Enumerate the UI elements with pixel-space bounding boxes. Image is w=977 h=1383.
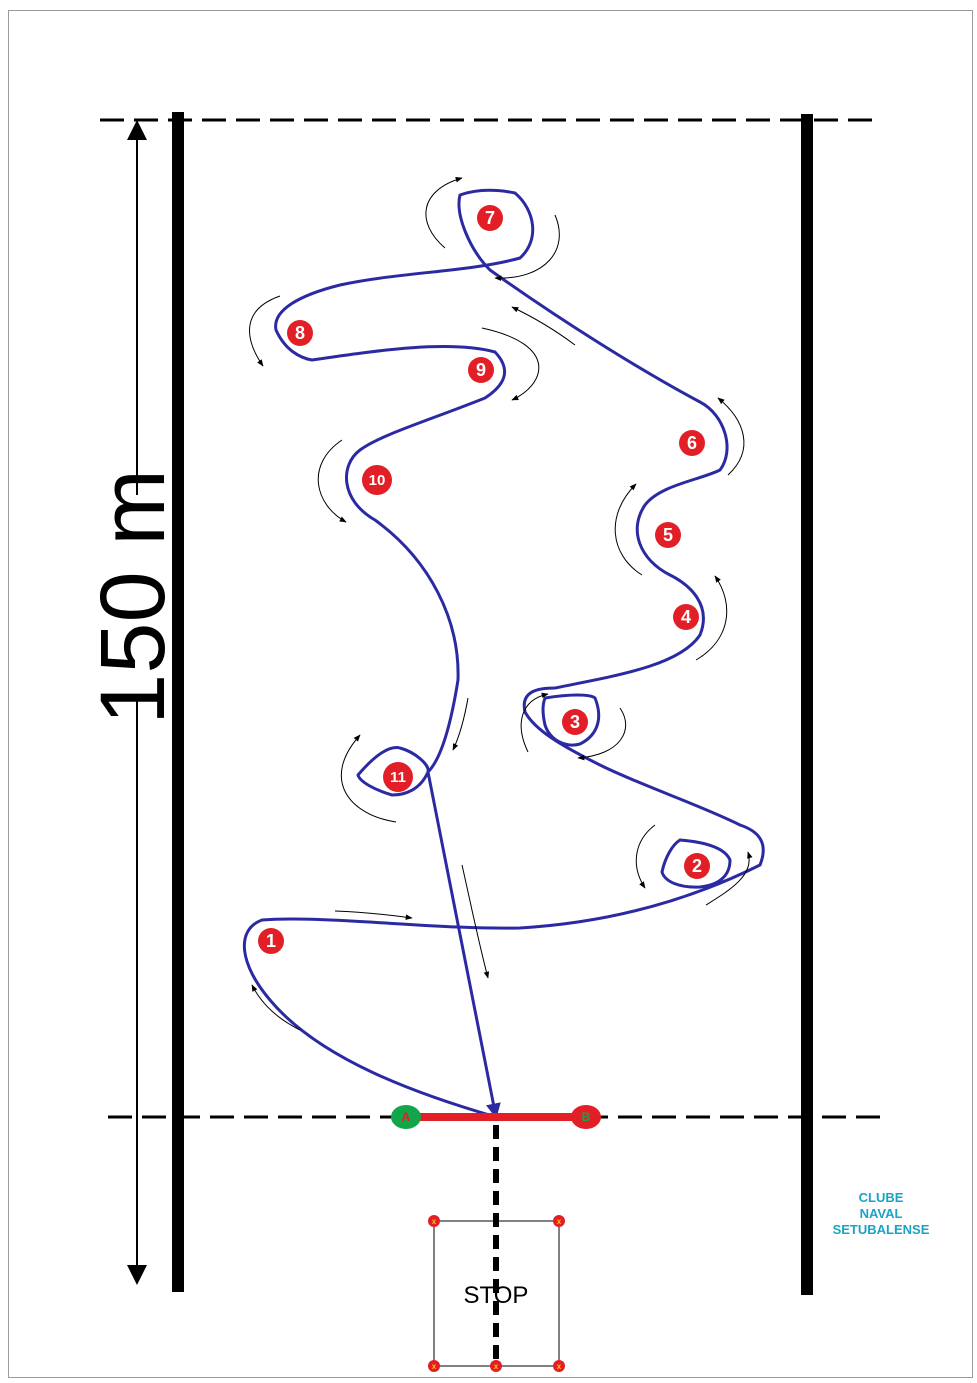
direction-arrow <box>494 214 560 282</box>
buoy-6-label: 6 <box>687 433 697 453</box>
corner-marker <box>553 1360 565 1372</box>
direction-arrow <box>614 483 643 576</box>
corner-marker-x: x <box>494 1362 499 1371</box>
buoy-3: 3 <box>562 709 588 735</box>
buoy-10-marker <box>362 465 392 495</box>
corner-marker-x: x <box>557 1217 562 1226</box>
buoy-4: 4 <box>673 604 699 630</box>
buoy-7-marker <box>477 205 503 231</box>
buoy-3-label: 3 <box>570 712 580 732</box>
buoy-11-marker <box>383 762 413 792</box>
direction-arrow <box>511 306 576 346</box>
buoy-2-loop <box>660 838 732 889</box>
buoy-2-label: 2 <box>692 856 702 876</box>
direction-arrow <box>334 910 413 920</box>
buoy-8-label: 8 <box>295 323 305 343</box>
direction-arrow <box>577 707 626 761</box>
club-line-3: SETUBALENSE <box>832 1222 930 1237</box>
corner-marker-x: x <box>557 1362 562 1371</box>
buoy-9-marker <box>468 357 494 383</box>
buoy-1-marker <box>258 928 284 954</box>
buoy-2-marker <box>684 853 710 879</box>
direction-arrow <box>251 984 301 1031</box>
corner-marker <box>428 1360 440 1372</box>
direction-arrows <box>249 177 753 1031</box>
buoy-11-label: 11 <box>390 769 406 786</box>
buoy-5-label: 5 <box>663 525 673 545</box>
corner-marker-x: x <box>432 1362 437 1371</box>
gate-a-marker <box>391 1105 421 1129</box>
buoys: 1 2 3 4 5 6 7 8 <box>258 205 710 954</box>
direction-arrow <box>340 734 397 823</box>
gate-b-marker <box>571 1105 601 1129</box>
buoy-8: 8 <box>287 320 313 346</box>
buoy-8-marker <box>287 320 313 346</box>
direction-arrow <box>520 692 549 753</box>
buoy-5-marker <box>655 522 681 548</box>
stop-label: STOP <box>464 1282 529 1309</box>
direction-arrow <box>705 851 753 906</box>
buoy-9-label: 9 <box>476 360 486 380</box>
corner-marker <box>490 1360 502 1372</box>
direction-arrow <box>635 824 656 889</box>
corner-marker <box>428 1215 440 1227</box>
buoy-4-marker <box>673 604 699 630</box>
gate-a-label: A <box>402 1110 411 1124</box>
distance-label: 150 m <box>82 469 184 725</box>
corner-marker-x: x <box>432 1217 437 1226</box>
buoy-5: 5 <box>655 522 681 548</box>
gate-b: B <box>571 1105 601 1129</box>
club-logo-text: CLUBE NAVAL SETUBALENSE <box>812 1190 950 1238</box>
gate-b-label: B <box>582 1110 591 1124</box>
direction-arrow <box>717 397 745 476</box>
distance-dimension: 150 m <box>82 120 184 1285</box>
buoy-11: 11 <box>383 762 413 792</box>
course-path <box>242 188 765 1119</box>
buoy-7-label: 7 <box>485 208 495 228</box>
club-line-2: NAVAL <box>859 1206 903 1221</box>
buoy-1: 1 <box>258 928 284 954</box>
buoy-10-label: 10 <box>369 472 386 489</box>
stop-box-corner-markers <box>428 1215 565 1372</box>
direction-arrow <box>452 697 469 751</box>
direction-arrow <box>481 327 540 401</box>
buoy-1-label: 1 <box>266 931 276 951</box>
direction-arrow <box>249 295 281 367</box>
direction-arrow <box>425 177 463 249</box>
buoy-3-loop <box>541 693 601 747</box>
buoy-9: 9 <box>468 357 494 383</box>
club-line-1: CLUBE <box>858 1190 904 1205</box>
stop-box: STOP x x x x x <box>428 1215 565 1372</box>
direction-arrow <box>461 864 490 979</box>
buoy-10: 10 <box>362 465 392 495</box>
buoy-7: 7 <box>477 205 503 231</box>
gate-a: A <box>391 1105 421 1129</box>
buoy-6: 6 <box>679 430 705 456</box>
buoy-3-marker <box>562 709 588 735</box>
buoy-2: 2 <box>684 853 710 879</box>
buoy-4-label: 4 <box>681 607 691 627</box>
direction-arrow <box>317 439 347 523</box>
buoy-6-marker <box>679 430 705 456</box>
corner-marker <box>553 1215 565 1227</box>
direction-arrow <box>695 575 728 661</box>
